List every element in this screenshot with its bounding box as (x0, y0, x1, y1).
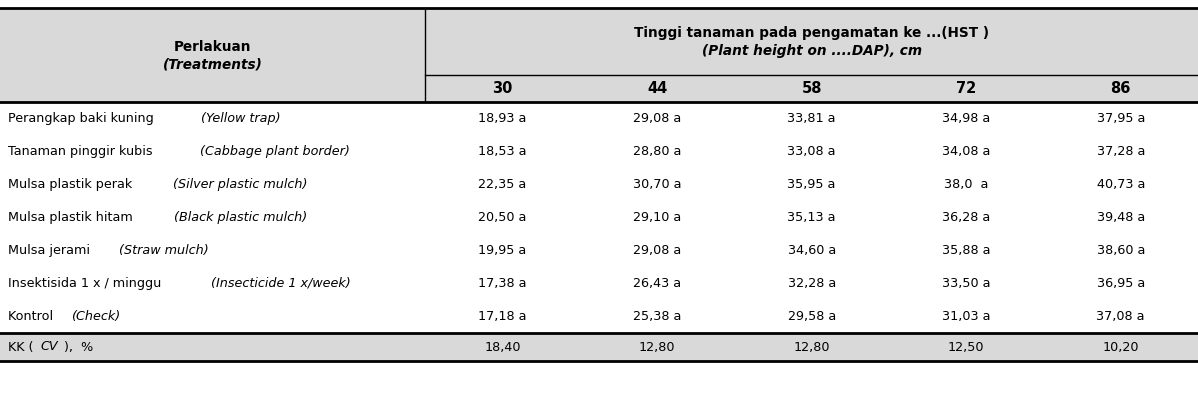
Text: 34,08 a: 34,08 a (942, 145, 991, 158)
Text: (Straw mulch): (Straw mulch) (119, 244, 208, 257)
Text: 19,95 a: 19,95 a (478, 244, 527, 257)
Text: CV: CV (41, 340, 59, 353)
Text: 29,08 a: 29,08 a (633, 112, 682, 125)
Bar (0, 102, 1198, 333)
Text: (Treatments): (Treatments) (163, 57, 262, 71)
Text: Mulsa plastik hitam: Mulsa plastik hitam (8, 211, 137, 224)
Text: Kontrol: Kontrol (8, 310, 58, 323)
Text: 38,0  a: 38,0 a (944, 178, 988, 191)
Text: 18,40: 18,40 (484, 340, 521, 353)
Bar (0, 333, 1198, 361)
Text: 37,08 a: 37,08 a (1096, 310, 1145, 323)
Text: 18,53 a: 18,53 a (478, 145, 527, 158)
Text: 37,28 a: 37,28 a (1096, 145, 1145, 158)
Text: 25,38 a: 25,38 a (633, 310, 682, 323)
Text: 35,95 a: 35,95 a (787, 178, 836, 191)
Text: 12,80: 12,80 (639, 340, 676, 353)
Text: 17,38 a: 17,38 a (478, 277, 527, 290)
Text: 40,73 a: 40,73 a (1096, 178, 1145, 191)
Bar (0, 8, 1198, 102)
Text: 34,98 a: 34,98 a (942, 112, 991, 125)
Text: 33,81 a: 33,81 a (787, 112, 836, 125)
Text: Insektisida 1 x / minggu: Insektisida 1 x / minggu (8, 277, 165, 290)
Text: 39,48 a: 39,48 a (1096, 211, 1145, 224)
Text: (Check): (Check) (72, 310, 121, 323)
Text: 12,50: 12,50 (948, 340, 985, 353)
Text: 72: 72 (956, 81, 976, 96)
Text: 58: 58 (801, 81, 822, 96)
Text: (Yellow trap): (Yellow trap) (201, 112, 280, 125)
Text: 30: 30 (492, 81, 513, 96)
Text: 36,28 a: 36,28 a (942, 211, 991, 224)
Text: Perlakuan: Perlakuan (174, 40, 252, 54)
Text: 17,18 a: 17,18 a (478, 310, 527, 323)
Text: 37,95 a: 37,95 a (1096, 112, 1145, 125)
Text: 86: 86 (1111, 81, 1131, 96)
Text: 38,60 a: 38,60 a (1096, 244, 1145, 257)
Text: 34,60 a: 34,60 a (787, 244, 836, 257)
Text: Tanaman pinggir kubis: Tanaman pinggir kubis (8, 145, 157, 158)
Text: 30,70 a: 30,70 a (633, 178, 682, 191)
Text: (Cabbage plant border): (Cabbage plant border) (200, 145, 350, 158)
Text: 22,35 a: 22,35 a (478, 178, 527, 191)
Text: Mulsa plastik perak: Mulsa plastik perak (8, 178, 137, 191)
Text: 29,58 a: 29,58 a (787, 310, 836, 323)
Text: (Insecticide 1 x/week): (Insecticide 1 x/week) (211, 277, 351, 290)
Text: 32,28 a: 32,28 a (787, 277, 836, 290)
Text: (Black plastic mulch): (Black plastic mulch) (174, 211, 308, 224)
Text: KK (: KK ( (8, 340, 34, 353)
Text: Mulsa jerami: Mulsa jerami (8, 244, 93, 257)
Text: 35,88 a: 35,88 a (942, 244, 991, 257)
Text: Tinggi tanaman pada pengamatan ke ...(HST ): Tinggi tanaman pada pengamatan ke ...(HS… (634, 26, 990, 40)
Text: ),  %: ), % (63, 340, 93, 353)
Text: 12,80: 12,80 (793, 340, 830, 353)
Text: 20,50 a: 20,50 a (478, 211, 527, 224)
Text: 26,43 a: 26,43 a (633, 277, 682, 290)
Text: 28,80 a: 28,80 a (633, 145, 682, 158)
Text: 44: 44 (647, 81, 667, 96)
Text: (Plant height on ....DAP), cm: (Plant height on ....DAP), cm (702, 44, 921, 57)
Text: 18,93 a: 18,93 a (478, 112, 527, 125)
Text: 36,95 a: 36,95 a (1096, 277, 1145, 290)
Text: (Silver plastic mulch): (Silver plastic mulch) (174, 178, 308, 191)
Text: 31,03 a: 31,03 a (942, 310, 991, 323)
Text: 35,13 a: 35,13 a (787, 211, 836, 224)
Text: Perangkap baki kuning: Perangkap baki kuning (8, 112, 158, 125)
Text: 10,20: 10,20 (1102, 340, 1139, 353)
Text: 33,50 a: 33,50 a (942, 277, 991, 290)
Text: 33,08 a: 33,08 a (787, 145, 836, 158)
Text: 29,08 a: 29,08 a (633, 244, 682, 257)
Text: 29,10 a: 29,10 a (633, 211, 682, 224)
